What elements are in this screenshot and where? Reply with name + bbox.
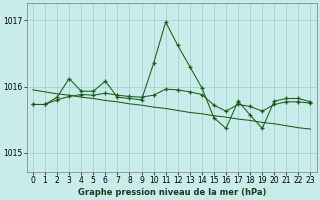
X-axis label: Graphe pression niveau de la mer (hPa): Graphe pression niveau de la mer (hPa)	[77, 188, 266, 197]
